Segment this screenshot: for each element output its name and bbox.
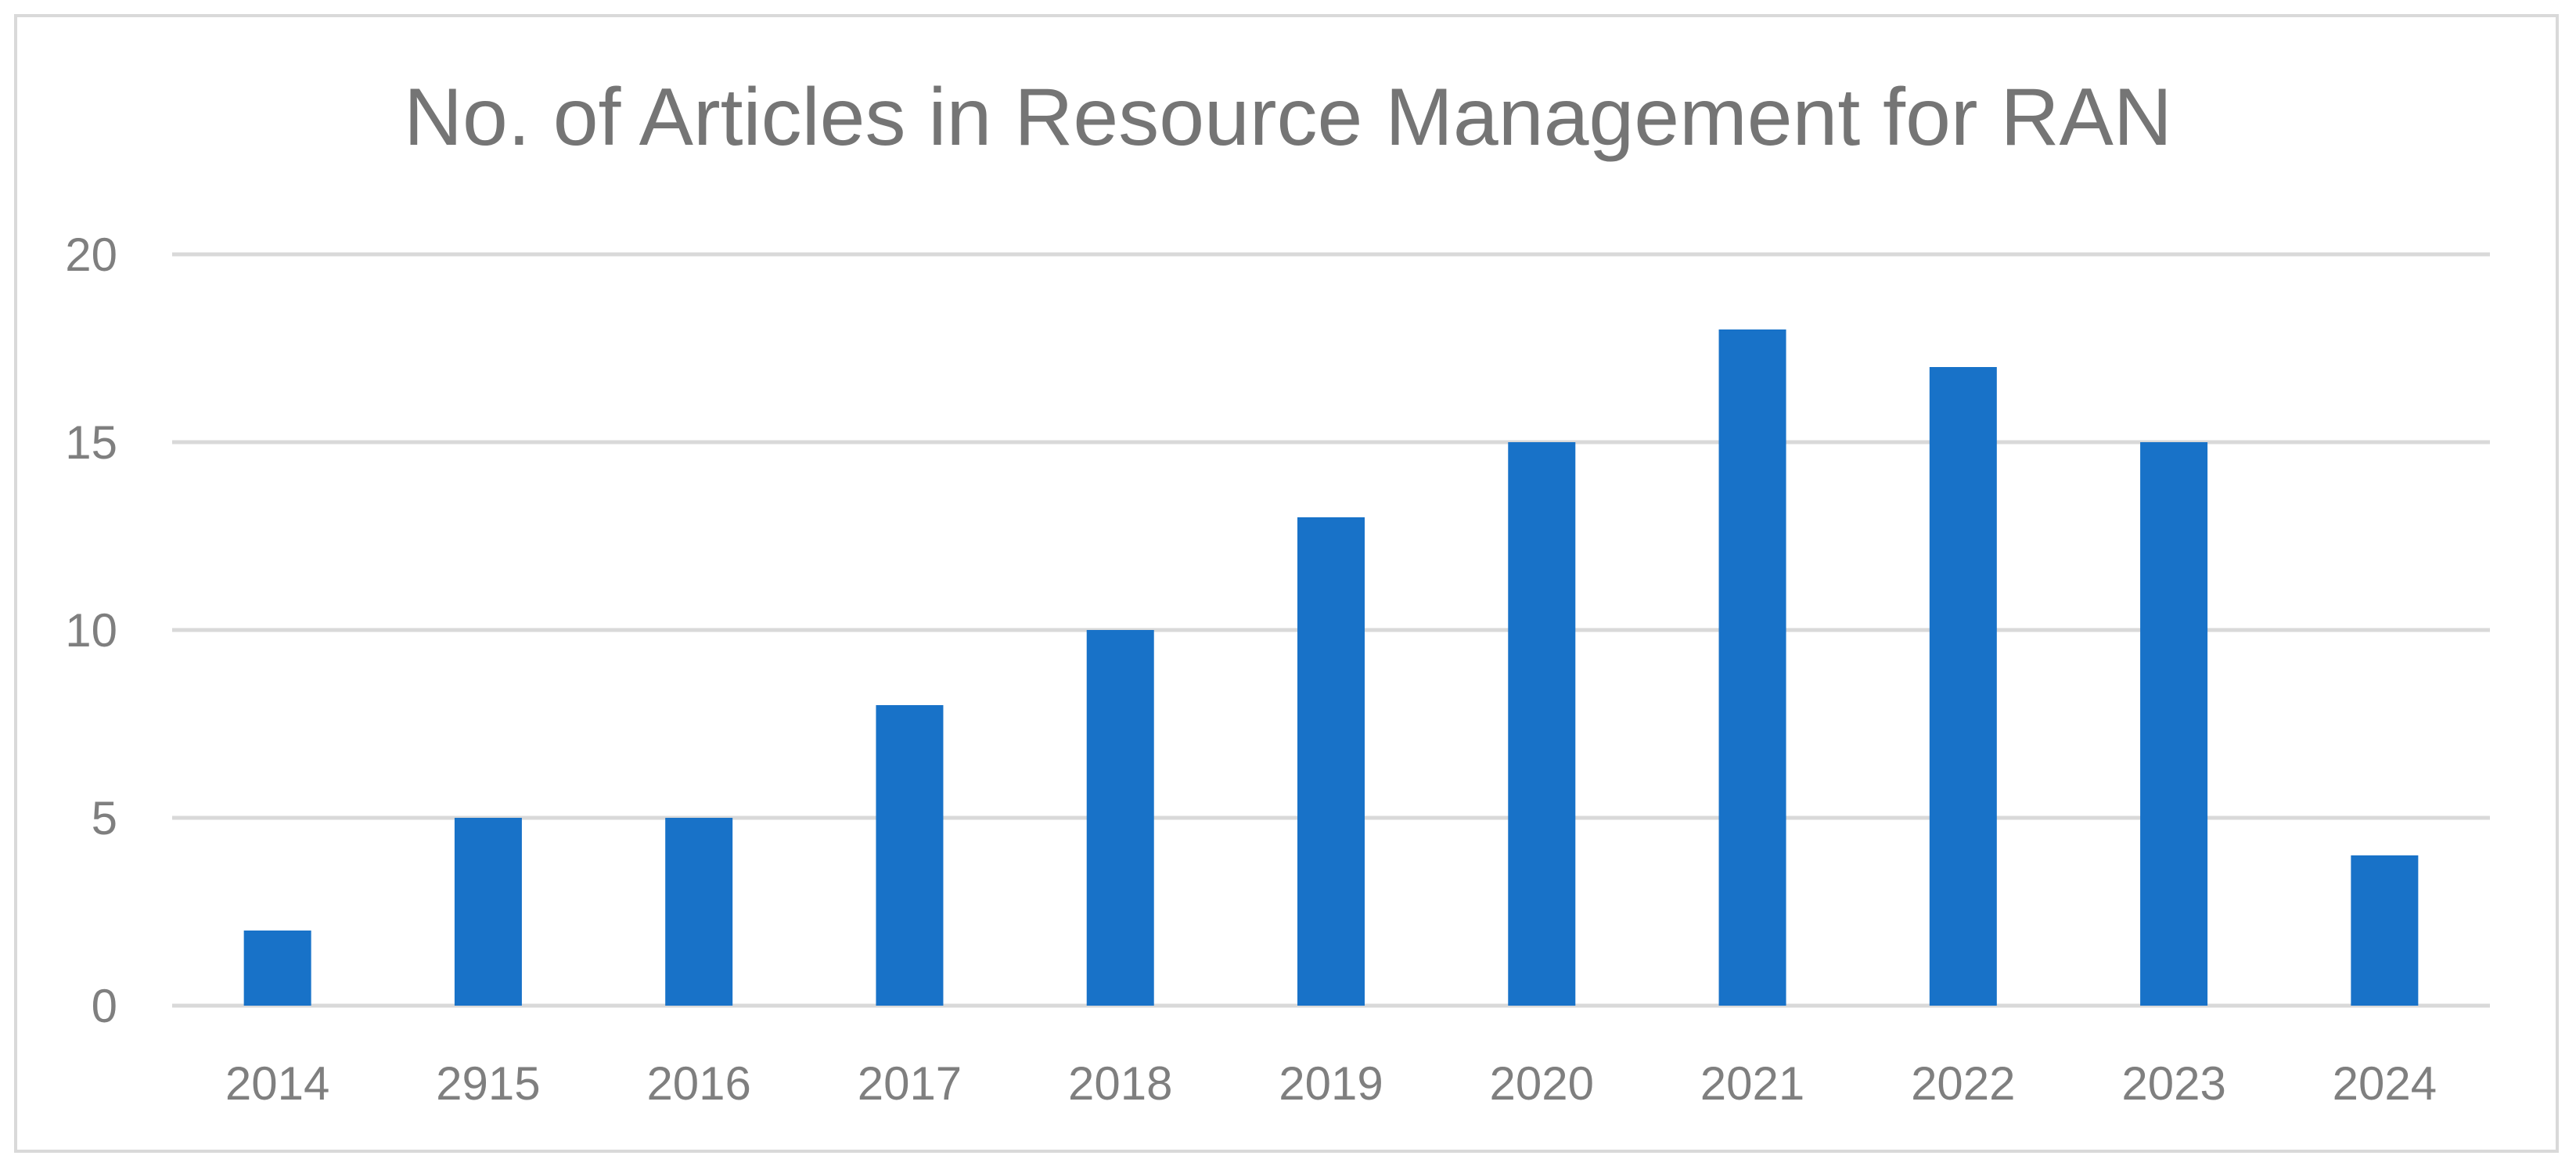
bar-2016	[665, 818, 733, 1006]
bar-2021	[1718, 329, 1786, 1006]
x-tick-label: 2019	[1279, 1057, 1383, 1110]
chart-frame	[14, 14, 2559, 1153]
bar-2017	[876, 705, 944, 1006]
y-axis-ticks: 0 5 10 15 20	[65, 229, 117, 1032]
bar-2024	[2351, 855, 2419, 1006]
bar-2915	[454, 818, 522, 1006]
bars	[243, 329, 2419, 1006]
y-tick-label: 20	[65, 229, 117, 281]
x-tick-label: 2018	[1068, 1057, 1172, 1110]
y-tick-label: 0	[92, 980, 117, 1032]
x-tick-label: 2021	[1700, 1057, 1804, 1110]
x-axis-ticks: 2014 2915 2016 2017 2018 2019 2020 2021 2022 2023…	[225, 1057, 2437, 1110]
bar-2018	[1086, 630, 1154, 1006]
y-tick-label: 15	[65, 416, 117, 469]
y-tick-label: 5	[92, 792, 117, 844]
x-tick-label: 2023	[2121, 1057, 2225, 1110]
bar-2014	[243, 931, 311, 1006]
bar-2020	[1508, 442, 1576, 1006]
y-tick-label: 10	[65, 604, 117, 657]
x-tick-label: 2014	[225, 1057, 329, 1110]
x-tick-label: 2024	[2333, 1057, 2437, 1110]
x-tick-label: 2022	[1911, 1057, 2015, 1110]
x-tick-label: 2016	[646, 1057, 750, 1110]
bar-2022	[1929, 367, 1997, 1006]
x-tick-label: 2017	[858, 1057, 962, 1110]
x-tick-label: 2020	[1490, 1057, 1594, 1110]
bar-2019	[1297, 517, 1365, 1006]
x-tick-label: 2915	[436, 1057, 540, 1110]
chart-title: No. of Articles in Resource Management f…	[403, 72, 2173, 163]
bar-2023	[2140, 442, 2208, 1006]
